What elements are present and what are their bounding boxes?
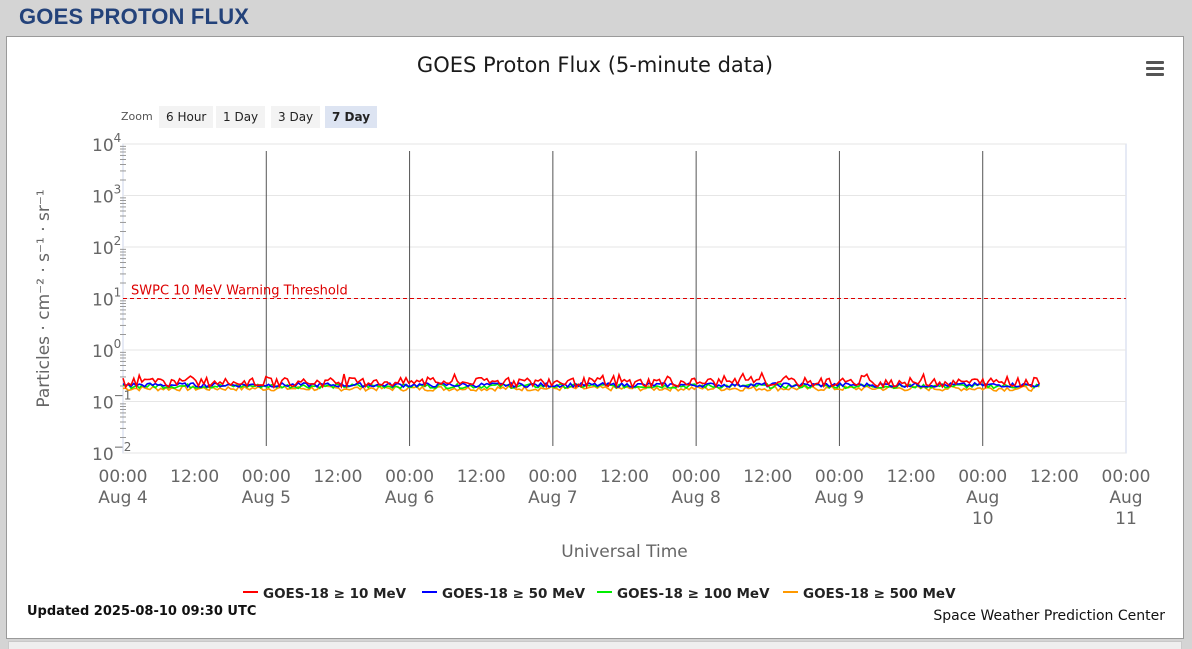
legend-item-100mev[interactable]: GOES-18 ≥ 100 MeV — [597, 586, 770, 602]
legend-item-50mev[interactable]: GOES-18 ≥ 50 MeV — [422, 586, 585, 602]
x-tick-time: 12:00 — [887, 467, 936, 487]
zoom-3-day-button[interactable]: 3 Day — [271, 106, 321, 128]
x-tick-time: 12:00 — [457, 467, 506, 487]
page-title: GOES PROTON FLUX — [19, 4, 250, 29]
series-layer — [122, 371, 1041, 393]
x-tick-time: 00:00 — [385, 467, 434, 487]
y-tick-label: 104 — [92, 131, 121, 156]
legend-item-10mev[interactable]: GOES-18 ≥ 10 MeV — [243, 586, 406, 602]
legend-label: GOES-18 ≥ 50 MeV — [442, 586, 586, 602]
legend-swatch-red — [243, 591, 258, 593]
threshold-label: SWPC 10 MeV Warning Threshold — [131, 284, 348, 299]
x-tick-time: 12:00 — [743, 467, 792, 487]
series-line-1850mev — [122, 381, 1040, 389]
x-tick-time: 00:00 — [815, 467, 864, 487]
x-tick-date: Aug — [966, 488, 999, 508]
x-tick-time: 00:00 — [242, 467, 291, 487]
x-tick-time: 12:00 — [170, 467, 219, 487]
chart-panel: GOES Proton Flux (5-minute data) Zoom 6 … — [6, 36, 1184, 639]
page-header: GOES PROTON FLUX — [0, 0, 1192, 36]
y-tick-label: 10−1 — [92, 389, 131, 414]
zoom-7-day-button[interactable]: 7 Day — [325, 106, 378, 128]
legend-swatch-orange — [783, 591, 798, 593]
zoom-1-day-button[interactable]: 1 Day — [216, 106, 266, 128]
legend-label: GOES-18 ≥ 100 MeV — [617, 586, 770, 602]
x-tick-date: Aug 9 — [815, 488, 864, 508]
x-tick-date: Aug 4 — [98, 488, 147, 508]
x-tick-time: 00:00 — [672, 467, 721, 487]
x-tick-time: 00:00 — [958, 467, 1007, 487]
zoom-label: Zoom — [121, 110, 153, 123]
x-tick-date: Aug 6 — [385, 488, 434, 508]
x-tick-time: 00:00 — [99, 467, 148, 487]
x-axis-title: Universal Time — [561, 542, 687, 562]
threshold-layer: SWPC 10 MeV Warning Threshold — [123, 284, 1126, 299]
bottom-strip — [8, 641, 1182, 649]
updated-timestamp: Updated 2025-08-10 09:30 UTC — [27, 604, 257, 619]
y-tick-label: 10−2 — [92, 440, 131, 465]
x-tick-date: Aug 8 — [671, 488, 720, 508]
x-tick-date: Aug — [1109, 488, 1142, 508]
x-tick-time: 12:00 — [600, 467, 649, 487]
x-tick-date: Aug 7 — [528, 488, 577, 508]
y-tick-label: 102 — [92, 234, 121, 259]
credit-label: Space Weather Prediction Center — [933, 608, 1165, 624]
chart-title: GOES Proton Flux (5-minute data) — [416, 53, 774, 77]
x-tick-date: 11 — [1115, 509, 1137, 529]
grid-layer — [122, 143, 1127, 454]
y-tick-label: 103 — [92, 183, 121, 208]
legend-label: GOES-18 ≥ 10 MeV — [263, 586, 407, 602]
legend-swatch-green — [597, 591, 612, 593]
y-axis-title: Particles · cm⁻² · s⁻¹ · sr⁻¹ — [34, 189, 54, 407]
x-tick-date: 10 — [972, 509, 994, 529]
x-tick-time: 12:00 — [313, 467, 362, 487]
x-tick-time: 12:00 — [1030, 467, 1079, 487]
zoom-6-hour-button[interactable]: 6 Hour — [159, 106, 214, 128]
legend-swatch-blue — [422, 591, 437, 593]
legend-label: GOES-18 ≥ 500 MeV — [803, 586, 956, 602]
y-tick-label: 101 — [92, 286, 121, 311]
axis-layer — [120, 145, 126, 438]
y-tick-label: 100 — [92, 337, 121, 362]
x-tick-time: 00:00 — [528, 467, 577, 487]
legend-item-500mev[interactable]: GOES-18 ≥ 500 MeV — [783, 586, 956, 602]
proton-flux-plot: SWPC 10 MeV Warning Threshold 104 103 102 1… — [34, 131, 1151, 562]
hamburger-menu-icon[interactable] — [1146, 61, 1164, 77]
series-line-1810mev — [122, 371, 1041, 390]
x-tick-date: Aug 5 — [242, 488, 291, 508]
x-tick-time: 00:00 — [1102, 467, 1151, 487]
